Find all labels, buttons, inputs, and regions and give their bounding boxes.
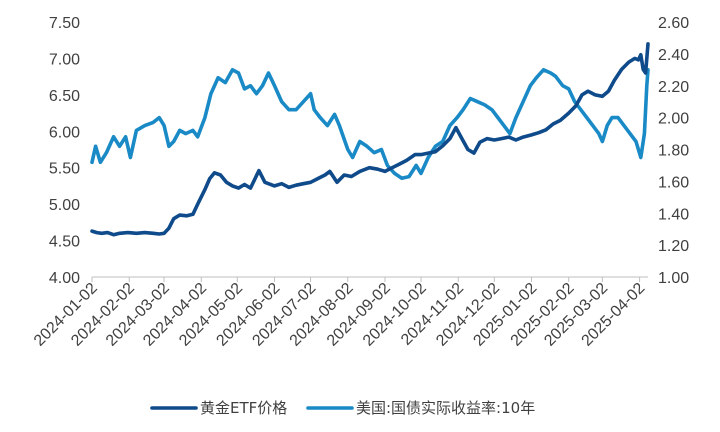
y-left-tick-label: 4.00 (49, 270, 80, 287)
legend-label: 美国:国债实际收益率:10年 (356, 399, 535, 417)
legend: 黄金ETF价格 美国:国债实际收益率:10年 (150, 399, 535, 417)
y-left-tick-label: 7.50 (49, 15, 80, 32)
x-axis: 2024-01-022024-02-022024-03-022024-04-02… (31, 276, 648, 350)
y-left-tick-label: 4.50 (49, 234, 80, 251)
y-left-tick-label: 5.50 (49, 161, 80, 178)
y-right-tick-label: 2.20 (658, 79, 689, 96)
series-layer (90, 42, 650, 237)
series-line-us-real-yield (90, 68, 650, 180)
y-left-tick-label: 6.00 (49, 124, 80, 141)
y-left-tick-label: 5.00 (49, 197, 80, 214)
y-right-tick-label: 2.60 (658, 15, 689, 32)
y-right-tick-label: 1.40 (658, 206, 689, 223)
y-right-tick-label: 1.20 (658, 238, 689, 255)
series-line-gold-etf (90, 42, 650, 237)
y-right-tick-label: 1.60 (658, 174, 689, 191)
y-right-tick-label: 2.40 (658, 47, 689, 64)
y-left-tick-label: 7.00 (49, 51, 80, 68)
y-right-tick-label: 2.00 (658, 111, 689, 128)
legend-label: 黄金ETF价格 (200, 399, 287, 417)
y-axis-left: 4.00 4.50 5.00 5.50 6.00 6.50 7.00 7.50 (49, 15, 80, 287)
y-right-tick-label: 1.80 (658, 143, 689, 160)
y-right-tick-label: 1.00 (658, 270, 689, 287)
y-left-tick-label: 6.50 (49, 88, 80, 105)
y-axis-right: 1.00 1.20 1.40 1.60 1.80 2.00 2.20 2.40 2.60 (658, 15, 689, 287)
